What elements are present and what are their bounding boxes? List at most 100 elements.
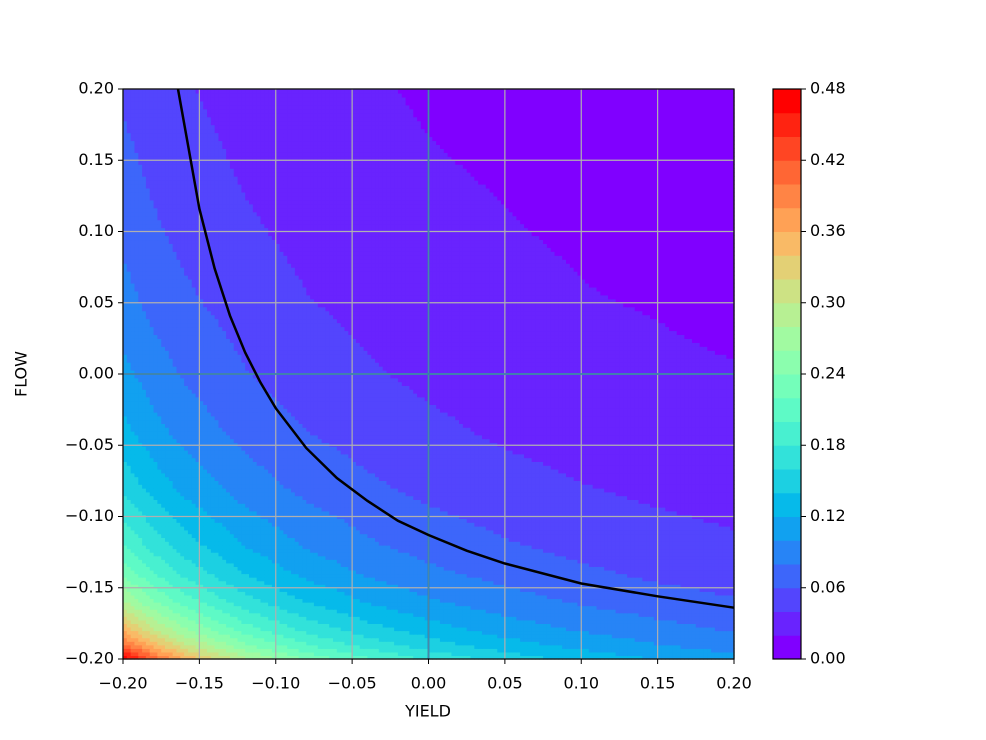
contour-cell <box>688 627 692 631</box>
contour-cell <box>268 545 272 549</box>
contour-cell <box>364 559 368 563</box>
contour-cell <box>329 588 333 592</box>
contour-cell <box>234 620 238 624</box>
contour-cell <box>329 627 333 631</box>
contour-cell <box>532 645 536 649</box>
contour-cell <box>413 648 417 652</box>
contour-cell <box>627 652 631 656</box>
contour-cell <box>154 641 158 645</box>
contour-cell <box>432 645 436 649</box>
contour-cell <box>131 598 135 602</box>
contour-cell <box>551 606 555 610</box>
contour-cell <box>280 609 284 613</box>
contour-cell <box>383 577 387 581</box>
contour-cell <box>211 556 215 560</box>
contour-cell <box>192 602 196 606</box>
contour-cell <box>211 570 215 574</box>
contour-cell <box>497 609 501 613</box>
contour-cell <box>226 581 230 585</box>
contour-cell <box>234 606 238 610</box>
contour-cell <box>619 648 623 652</box>
contour-cell <box>134 627 138 631</box>
contour-cell <box>406 577 410 581</box>
contour-cell <box>726 648 730 652</box>
contour-cell <box>222 602 226 606</box>
contour-cell <box>600 631 604 635</box>
contour-cell <box>173 552 177 556</box>
contour-cell <box>604 595 608 599</box>
contour-cell <box>448 581 452 585</box>
contour-cell <box>257 613 261 617</box>
contour-cell <box>539 631 543 635</box>
contour-cell <box>180 631 184 635</box>
contour-cell <box>627 577 631 581</box>
contour-cell <box>570 556 574 560</box>
contour-cell <box>451 638 455 642</box>
contour-cell <box>711 595 715 599</box>
contour-cell <box>574 609 578 613</box>
contour-cell <box>157 641 161 645</box>
contour-cell <box>600 574 604 578</box>
contour-cell <box>570 620 574 624</box>
contour-cell <box>157 613 161 617</box>
contour-cell <box>173 613 177 617</box>
contour-cell <box>432 613 436 617</box>
contour-cell <box>543 556 547 560</box>
contour-cell <box>505 602 509 606</box>
contour-cell <box>280 634 284 638</box>
contour-cell <box>421 574 425 578</box>
contour-cell <box>379 566 383 570</box>
contour-cell <box>226 545 230 549</box>
contour-cell <box>398 645 402 649</box>
contour-cell <box>154 627 158 631</box>
contour-cell <box>562 634 566 638</box>
contour-cell <box>222 634 226 638</box>
contour-cell <box>402 613 406 617</box>
contour-cell <box>364 616 368 620</box>
contour-cell <box>283 595 287 599</box>
contour-cell <box>524 638 528 642</box>
contour-cell <box>379 631 383 635</box>
contour-cell <box>245 581 249 585</box>
contour-cell <box>509 598 513 602</box>
contour-cell <box>474 556 478 560</box>
contour-cell <box>631 648 635 652</box>
contour-cell <box>463 595 467 599</box>
contour-cell <box>432 634 436 638</box>
contour-cell <box>608 638 612 642</box>
contour-cell <box>650 588 654 592</box>
contour-cell <box>287 602 291 606</box>
contour-cell <box>184 545 188 549</box>
contour-cell <box>715 616 719 620</box>
contour-cell <box>539 602 543 606</box>
contour-cell <box>302 591 306 595</box>
contour-cell <box>283 616 287 620</box>
contour-cell <box>207 574 211 578</box>
contour-cell <box>356 627 360 631</box>
contour-cell <box>555 591 559 595</box>
contour-cell <box>547 627 551 631</box>
contour-cell <box>329 574 333 578</box>
contour-cell <box>333 598 337 602</box>
contour-cell <box>222 609 226 613</box>
contour-cell <box>604 634 608 638</box>
contour-cell <box>314 574 318 578</box>
contour-cell <box>585 616 589 620</box>
contour-cell <box>188 613 192 617</box>
contour-cell <box>356 566 360 570</box>
contour-cell <box>390 613 394 617</box>
contour-cell <box>295 570 299 574</box>
contour-cell <box>432 559 436 563</box>
contour-cell <box>505 556 509 560</box>
contour-cell <box>306 588 310 592</box>
contour-cell <box>684 574 688 578</box>
contour-cell <box>245 645 249 649</box>
contour-cell <box>627 648 631 652</box>
contour-cell <box>207 641 211 645</box>
contour-cell <box>325 552 329 556</box>
contour-cell <box>444 577 448 581</box>
contour-cell <box>688 591 692 595</box>
contour-cell <box>528 588 532 592</box>
contour-cell <box>150 648 154 652</box>
contour-cell <box>413 641 417 645</box>
